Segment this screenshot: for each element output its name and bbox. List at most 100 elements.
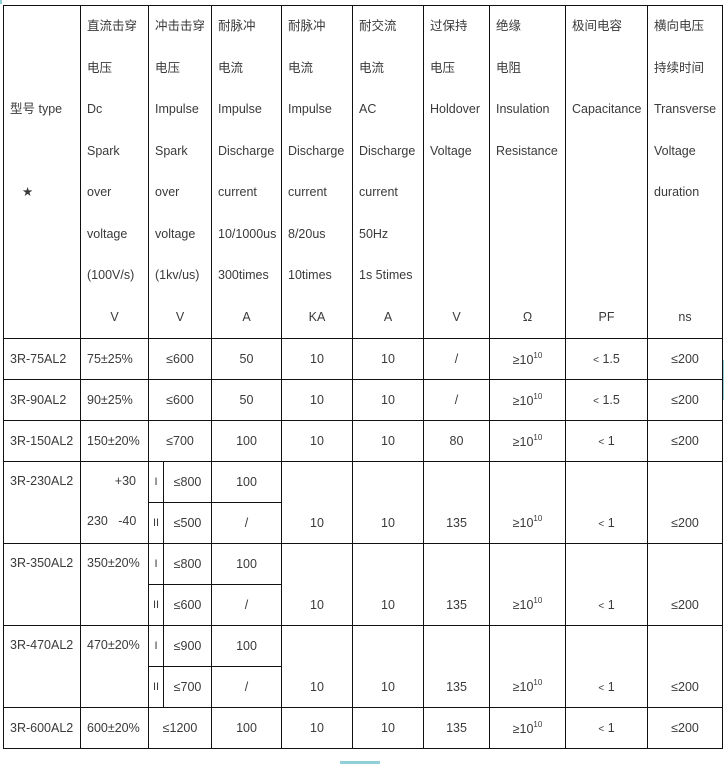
type-cell: 3R-90AL2 — [3, 379, 81, 421]
header-line: Impulse — [288, 102, 332, 116]
capacitance-value: 1 — [607, 680, 615, 694]
insulation-exponent: 10 — [533, 392, 543, 401]
header-column: 耐脉冲 电流 Impulse Discharge current 10/1000us 300… — [211, 5, 282, 339]
insulation-base: ≥10 — [512, 598, 534, 612]
header-line: Spark — [155, 143, 188, 158]
impulse-voltage-cell: ≤800 — [163, 461, 212, 503]
transverse-duration-cell: ≤200 — [647, 379, 723, 421]
spec-table: 型号 type ★ 直流击穿 电压 Dc Spark over voltage (100V/s)… — [3, 5, 723, 749]
impulse-current-10-1000-cell: 50 — [211, 338, 282, 380]
header-unit: Ω — [522, 309, 533, 324]
header-line: current — [288, 185, 327, 199]
header-line: 耐交流 — [359, 19, 397, 33]
impulse-mode-label: II — [148, 584, 164, 626]
dc-tolerance-upper: +30 — [114, 474, 136, 488]
type-cell: 3R-75AL2 — [3, 338, 81, 380]
header-line: 横向电压 — [654, 19, 705, 33]
dc-voltage-cell: 150±20% — [80, 420, 149, 462]
header-line: 8/20us — [288, 226, 326, 241]
header-line: AC — [359, 102, 377, 116]
header-line — [572, 214, 647, 256]
impulse-current-10-1000-cell: 100 — [211, 420, 282, 462]
header-column: 冲击击穿 电压 Impulse Spark over voltage (1kv/us) V — [148, 5, 212, 339]
header-line: 300times — [218, 268, 269, 282]
dc-voltage-value: 470±20% — [87, 638, 140, 652]
header-row: 型号 type ★ 直流击穿 电压 Dc Spark over voltage (100V/s)… — [3, 5, 723, 339]
header-line: Voltage — [654, 143, 696, 158]
holdover-voltage-cell: 135 — [423, 461, 490, 544]
impulse-voltage-cell: ≤700 — [148, 420, 212, 462]
capacitance-cell: < 1 — [565, 461, 648, 544]
header-line: 1s 5times — [359, 268, 413, 282]
ac-current-cell: 10 — [352, 379, 424, 421]
insulation-exponent: 10 — [533, 596, 543, 605]
insulation-base: ≥10 — [512, 435, 534, 449]
header-line — [572, 131, 647, 173]
header-line: 电流 — [218, 60, 244, 75]
header-line: Impulse — [218, 102, 262, 116]
less-than-sign: < — [598, 683, 605, 694]
capacitance-value: 1 — [607, 598, 615, 612]
table-row: 3R-75AL2 75±25% ≤600 50 10 10/≥1010 < 1.5 ≤200 — [3, 338, 723, 380]
header-line: 10/1000us — [218, 226, 277, 241]
dc-voltage-value: 350±20% — [87, 556, 140, 570]
table-row: 3R-90AL2 90±25% ≤600 50 10 10/≥1010 < 1.5 ≤200 — [3, 379, 723, 421]
header-line: 电压 — [430, 60, 456, 75]
impulse-mode-label: I — [148, 625, 164, 667]
header-line: 冲击击穿 — [155, 19, 206, 33]
header-column: 横向电压 持续时间 Transverse Voltage duration ns — [647, 5, 723, 339]
impulse-current-8-20-cell: 10 — [281, 338, 353, 380]
header-line: 10times — [288, 268, 332, 282]
table-row: II ≤500/ — [4, 502, 723, 544]
header-line: over — [155, 185, 180, 199]
ac-current-cell: 10 — [352, 707, 424, 749]
impulse-mode-label: I — [148, 543, 164, 585]
impulse-current-10-1000-cell: / — [211, 584, 282, 626]
table-row: 3R-600AL2 600±20% ≤1200 100 10 10 135 ≥1010 < 1 ≤… — [3, 707, 723, 749]
edge-marker — [340, 761, 380, 764]
insulation-cell: ≥1010 — [489, 543, 566, 626]
header-line: Capacitance — [572, 102, 642, 116]
impulse-voltage-cell: ≤600 — [148, 379, 212, 421]
header-column: 直流击穿 电压 Dc Spark over voltage (100V/s) V — [80, 5, 149, 339]
header-line: voltage — [87, 226, 128, 241]
less-than-sign: < — [593, 396, 599, 407]
header-unit: V — [110, 309, 119, 324]
insulation-cell: ≥1010 — [489, 420, 566, 462]
insulation-cell: ≥1010 — [489, 461, 566, 544]
impulse-current-8-20-cell: 10 — [281, 625, 353, 708]
header-line: Discharge — [288, 143, 345, 158]
header-line: duration — [654, 185, 700, 199]
header-unit: ns — [678, 309, 692, 324]
capacitance-cell: < 1 — [565, 543, 648, 626]
header-line: 绝缘 — [496, 19, 522, 33]
header-line: 50Hz — [359, 226, 389, 241]
less-than-sign: < — [598, 519, 605, 530]
header-line: 过保持 — [430, 19, 468, 33]
header-line — [572, 255, 647, 297]
capacitance-value: 1 — [607, 721, 615, 735]
impulse-mode-label: II — [148, 666, 164, 708]
less-than-sign: < — [593, 355, 599, 366]
impulse-current-10-1000-cell: / — [211, 666, 282, 708]
dc-voltage-cell: 470±20% — [80, 625, 149, 708]
insulation-base: ≥10 — [512, 394, 534, 408]
ac-current-cell: 10 — [352, 461, 424, 544]
impulse-current-10-1000-cell: 100 — [211, 461, 282, 503]
transverse-duration-cell: ≤200 — [647, 461, 723, 544]
less-than-sign: < — [598, 437, 605, 448]
header-unit: A — [242, 309, 251, 324]
transverse-duration-cell: ≤200 — [647, 543, 723, 626]
header-line: Resistance — [496, 143, 558, 158]
header-line — [10, 7, 80, 48]
header-line — [496, 255, 565, 297]
impulse-mode-label: I — [148, 461, 164, 503]
header-line: 持续时间 — [654, 60, 705, 75]
insulation-base: ≥10 — [512, 353, 534, 367]
impulse-voltage-cell: ≤800 — [163, 543, 212, 585]
header-line — [10, 48, 80, 90]
holdover-voltage-cell: 80 — [423, 420, 490, 462]
header-line: 电流 — [359, 60, 385, 75]
capacitance-cell: < 1.5 — [565, 379, 648, 421]
impulse-voltage-cell: ≤500 — [163, 502, 212, 544]
